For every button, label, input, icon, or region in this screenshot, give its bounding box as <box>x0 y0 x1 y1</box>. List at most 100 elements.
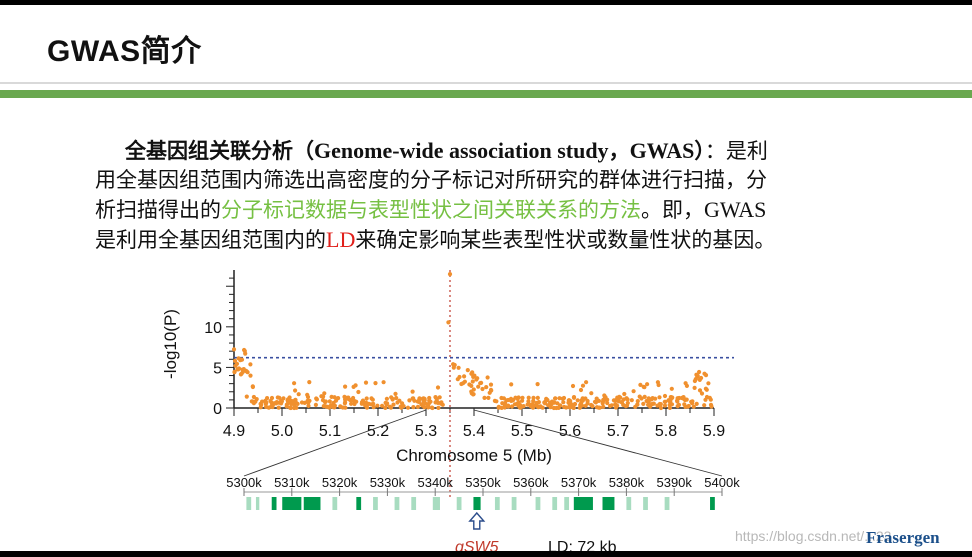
snp-point <box>486 395 491 400</box>
snp-point <box>571 395 577 400</box>
snp-point <box>248 362 253 367</box>
snp-point <box>295 401 300 406</box>
top-border <box>0 0 972 5</box>
snp-point <box>264 404 269 409</box>
snp-point <box>302 400 307 405</box>
snp-point <box>279 401 284 406</box>
snp-point <box>269 395 275 401</box>
snp-point <box>313 402 318 407</box>
bottom-border <box>0 551 972 557</box>
snp-point <box>496 405 501 410</box>
snp-point <box>684 383 690 388</box>
zoom-tick-label: 5310k <box>274 475 310 490</box>
snp-point <box>669 386 674 391</box>
gene-block-minor <box>246 497 252 510</box>
intro-line-3-head: 析扫描得出的 <box>95 198 221 222</box>
snp-point <box>277 395 282 400</box>
snp-point <box>384 396 389 401</box>
x-tick-label: 4.9 <box>223 423 245 440</box>
intro-line-1-tail: ：是利 <box>704 139 768 163</box>
intro-paragraph: 全基因组关联分析（Genome-wide association study，G… <box>95 136 855 255</box>
snp-point <box>532 403 537 408</box>
snp-point <box>536 405 541 410</box>
snp-point <box>702 403 707 408</box>
snp-point <box>239 371 244 376</box>
snp-point <box>601 404 606 409</box>
intro-english-term: Genome-wide association study <box>314 138 609 163</box>
snp-point <box>292 381 297 386</box>
snp-point <box>645 382 650 387</box>
snp-point <box>642 394 647 399</box>
snp-point <box>605 400 610 406</box>
zoom-tick-label: 5330k <box>370 475 406 490</box>
snp-point <box>429 405 435 410</box>
gene-block <box>573 497 593 510</box>
snp-point <box>322 391 327 396</box>
snp-point <box>231 347 237 352</box>
snp-point <box>258 405 263 410</box>
snp-point <box>564 405 569 410</box>
snp-point <box>435 385 441 390</box>
snp-point <box>366 401 371 406</box>
snp-point <box>689 399 694 404</box>
snp-point <box>456 365 461 370</box>
gene-block-minor <box>456 497 462 510</box>
snp-point <box>703 373 709 378</box>
gene-block-minor <box>394 497 400 510</box>
y-tick-label: 10 <box>204 320 222 337</box>
snp-point <box>353 383 358 388</box>
snp-point <box>703 397 708 402</box>
snp-point <box>435 400 441 405</box>
snp-point <box>360 398 366 403</box>
intro-paren-close: ） <box>694 139 705 163</box>
snp-point <box>488 382 494 387</box>
snp-point <box>635 399 640 404</box>
snp-point <box>501 396 506 401</box>
candidate-gene-arrow-icon <box>468 511 486 530</box>
snp-point <box>459 381 464 387</box>
intro-line-4-tail: 来确定影响某些表型性状或数量性状的基因。 <box>355 228 776 252</box>
snp-point <box>327 405 332 410</box>
intro-line-4-head: 是利用全基因组范围内的 <box>95 228 326 252</box>
snp-point <box>338 404 343 409</box>
x-tick-label: 5.5 <box>511 423 533 440</box>
snp-point <box>707 395 712 400</box>
snp-point <box>578 402 583 408</box>
snp-point <box>699 391 705 396</box>
y-tick-label: 5 <box>213 360 222 377</box>
snp-point <box>346 395 351 400</box>
snp-point <box>566 398 571 403</box>
zoom-tick-label: 5400k <box>704 475 740 490</box>
snp-point <box>284 404 289 409</box>
snp-point <box>343 405 348 410</box>
gene-block-minor <box>564 497 570 510</box>
snp-point <box>411 396 416 401</box>
snp-point <box>597 405 602 410</box>
gene-block-minor <box>255 497 260 510</box>
y-axis-label: -log10(P) <box>161 309 180 379</box>
snp-point <box>232 358 238 363</box>
x-tick-label: 5.2 <box>367 423 389 440</box>
snp-point <box>343 397 348 402</box>
snp-point <box>546 403 551 408</box>
snp-point <box>647 403 652 408</box>
snp-point <box>314 396 319 401</box>
snp-point <box>623 404 628 409</box>
snp-point <box>617 394 622 399</box>
snp-point <box>506 397 511 403</box>
snp-point <box>557 396 562 401</box>
snp-point <box>578 387 584 393</box>
snp-point <box>499 405 504 410</box>
snp-point <box>575 398 580 403</box>
snp-point <box>292 403 297 408</box>
snp-point <box>531 395 536 400</box>
snp-point <box>544 396 549 401</box>
watermark-text: https://blog.csdn.net/...23 <box>735 528 892 544</box>
snp-point <box>271 402 276 407</box>
snp-point <box>589 391 594 396</box>
gene-block-minor <box>511 497 517 510</box>
title-accent-bar <box>0 90 972 98</box>
snp-point <box>385 401 390 406</box>
snp-point <box>447 272 453 277</box>
snp-point <box>327 399 332 404</box>
